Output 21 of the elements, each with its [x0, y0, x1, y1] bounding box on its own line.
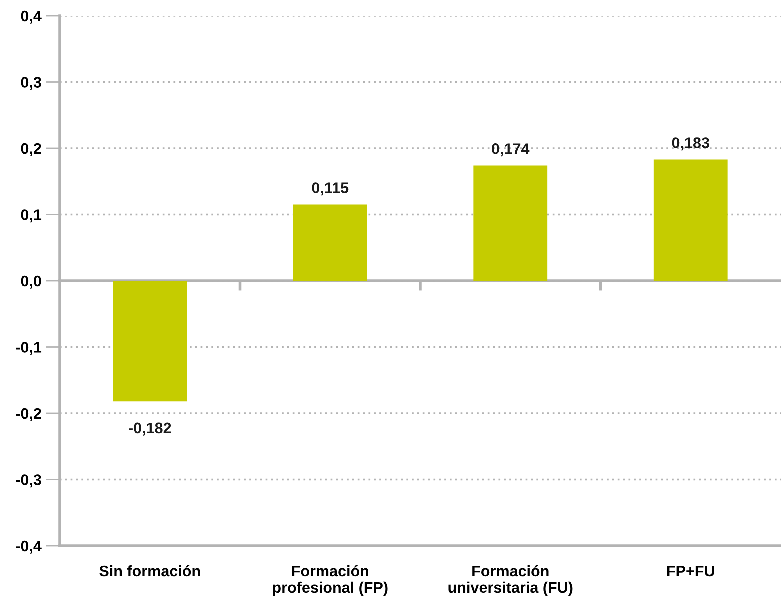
x-tick-label: Sin formación: [100, 565, 200, 577]
data-label: 0,115: [312, 182, 349, 196]
y-tick-label: -0,3: [16, 474, 42, 488]
y-tick-label: -0,1: [16, 342, 42, 356]
x-tick-label: Formación universitaria (FU): [448, 565, 573, 596]
y-tick-label: 0,2: [21, 143, 42, 156]
x-tick-label: FP+FU: [667, 566, 714, 577]
data-label: 0,174: [492, 144, 530, 157]
bar: [654, 160, 728, 281]
y-tick-label: 0,3: [21, 77, 42, 90]
y-tick-label: -0,2: [16, 408, 42, 422]
bar: [113, 281, 188, 402]
data-label: -0,182: [129, 422, 172, 436]
y-tick-label: 0,1: [21, 210, 42, 223]
bar: [474, 166, 548, 281]
y-tick-label: 0,4: [21, 10, 42, 24]
x-tick-label: Formación profesional (FP): [273, 565, 388, 596]
y-tick-label: 0,0: [21, 276, 42, 289]
bar: [293, 204, 368, 281]
y-tick-label: -0,4: [16, 540, 42, 554]
data-label: 0,183: [672, 138, 710, 151]
